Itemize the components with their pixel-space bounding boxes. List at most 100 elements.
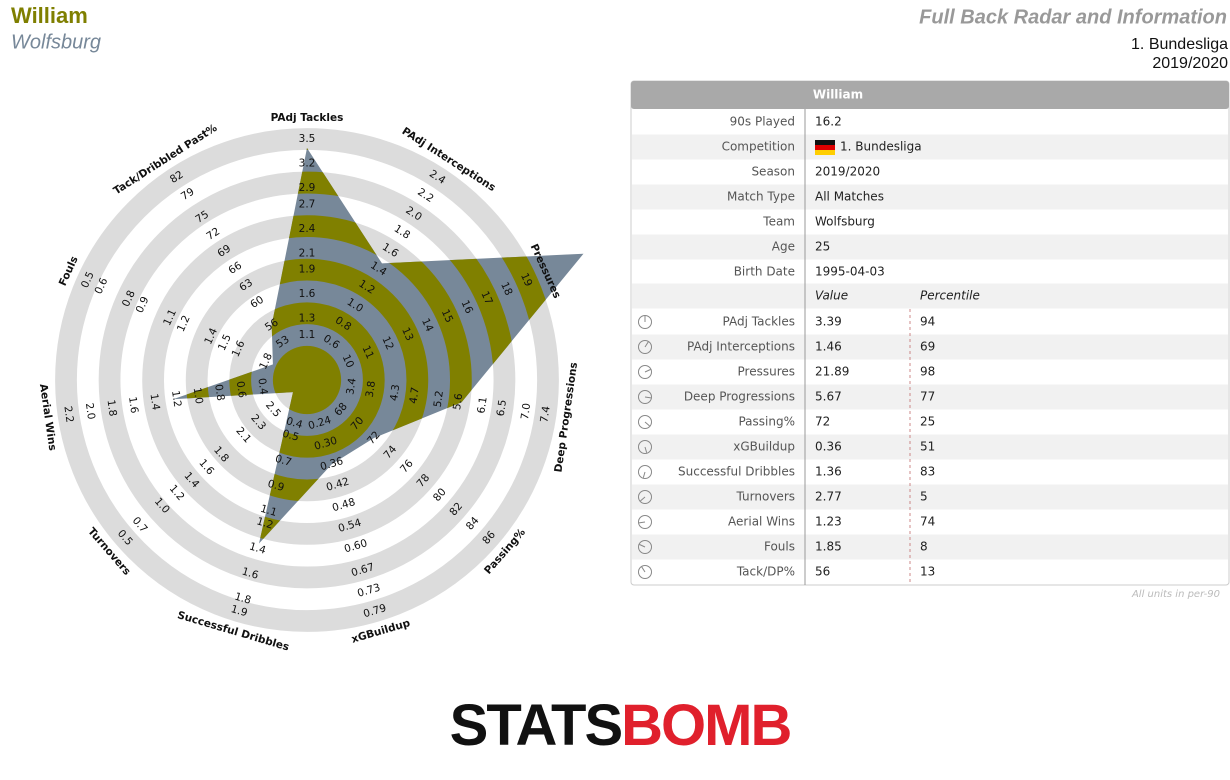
tick-label: 2.2 xyxy=(61,405,75,423)
stat-icon xyxy=(638,440,652,454)
stat-value: 1.36 xyxy=(815,465,842,479)
stat-percentile: 8 xyxy=(920,540,928,554)
tick-label: 1.0 xyxy=(191,387,205,405)
tick-label: 18 xyxy=(498,280,514,297)
stat-value: 3.39 xyxy=(815,315,842,329)
tick-label: 6.5 xyxy=(495,399,509,417)
tick-label: 2.9 xyxy=(299,182,316,194)
tick-label: 7.4 xyxy=(538,405,552,424)
table-title: William xyxy=(813,88,863,102)
stat-percentile: 98 xyxy=(920,365,935,379)
tick-label: 16 xyxy=(459,298,476,315)
tick-label: 10 xyxy=(340,353,356,370)
stat-icon-hand xyxy=(641,566,646,573)
stat-value: 1.23 xyxy=(815,515,842,529)
stat-icon xyxy=(638,315,652,329)
stat-label: PAdj Interceptions xyxy=(687,340,795,354)
tick-label: 7.0 xyxy=(519,402,533,420)
tick-label: 0.4 xyxy=(255,377,269,396)
stat-icon-hand xyxy=(640,496,646,502)
tick-label: 79 xyxy=(179,186,197,203)
row-label: Season xyxy=(751,165,795,179)
row-value: 1. Bundesliga xyxy=(840,140,922,154)
tick-label: 1.3 xyxy=(299,313,316,325)
stat-percentile: 25 xyxy=(920,415,935,429)
stat-value: 56 xyxy=(815,565,830,579)
tick-label: 1.8 xyxy=(392,223,413,242)
ring-band xyxy=(55,128,559,632)
row-band xyxy=(632,334,1228,360)
stat-label: Fouls xyxy=(764,540,795,554)
tick-label: 5.2 xyxy=(432,390,446,408)
stat-icon-hand xyxy=(639,544,646,548)
tick-label: 0.7 xyxy=(274,453,293,469)
tick-label: 0.60 xyxy=(343,537,369,555)
axis-label: Aerial Wins xyxy=(37,383,58,451)
row-label: Birth Date xyxy=(734,265,795,279)
tick-label: 0.4 xyxy=(285,415,305,431)
row-value: Wolfsburg xyxy=(815,215,875,229)
stat-percentile: 77 xyxy=(920,390,935,404)
stat-value: 21.89 xyxy=(815,365,849,379)
stat-label: xGBuildup xyxy=(733,440,795,454)
tick-label: 84 xyxy=(464,514,482,532)
tick-label: 72 xyxy=(204,225,222,242)
stat-label: Successful Dribbles xyxy=(678,465,795,479)
tick-label: 0.73 xyxy=(356,582,382,600)
stat-label: Aerial Wins xyxy=(728,515,795,529)
stat-icon xyxy=(638,390,652,404)
stat-icon-hand xyxy=(638,521,646,524)
tick-label: 1.4 xyxy=(248,540,268,556)
stat-value: 1.85 xyxy=(815,540,842,554)
stat-icon xyxy=(638,565,652,579)
stat-icon xyxy=(638,415,652,429)
tick-label: 1.2 xyxy=(255,515,274,531)
tick-label: 1.6 xyxy=(126,396,140,415)
stat-icon xyxy=(638,515,652,529)
stat-percentile: 83 xyxy=(920,465,935,479)
tick-label: 2.1 xyxy=(299,247,316,259)
row-band xyxy=(632,184,1228,210)
column-header: Percentile xyxy=(920,289,980,303)
tick-label: 4.3 xyxy=(388,384,402,402)
row-band xyxy=(632,134,1228,160)
tick-label: 1.2 xyxy=(169,390,183,408)
tick-label: 0.9 xyxy=(266,478,285,494)
tick-label: 1.6 xyxy=(240,565,260,581)
stat-value: 0.36 xyxy=(815,440,842,454)
axis-label: PAdj Tackles xyxy=(271,112,344,124)
tick-label: 80 xyxy=(431,486,449,504)
logo-part: BOMB xyxy=(621,693,790,758)
footnote: All units in per-90 xyxy=(1131,589,1220,600)
tick-label: 1.1 xyxy=(299,329,316,341)
page-title: Full Back Radar and Information xyxy=(919,6,1227,28)
row-label: Team xyxy=(762,215,795,229)
tick-label: 4.7 xyxy=(407,386,421,404)
stat-icon xyxy=(638,490,652,504)
tick-label: 3.2 xyxy=(299,158,316,170)
row-value: All Matches xyxy=(815,190,884,204)
row-value: 25 xyxy=(815,240,830,254)
stat-icon-hand xyxy=(644,369,651,373)
tick-label: 0.8 xyxy=(212,383,226,401)
team-name: Wolfsburg xyxy=(11,31,101,53)
tick-label: 0.5 xyxy=(281,428,300,444)
table-header xyxy=(631,81,1229,109)
tick-label: 3.8 xyxy=(364,380,378,398)
league: 1. Bundesliga xyxy=(1131,36,1228,53)
tick-label: 1.1 xyxy=(259,503,278,519)
stat-value: 72 xyxy=(815,415,830,429)
tick-label: 66 xyxy=(226,259,244,276)
tick-label: 0.48 xyxy=(331,496,357,514)
stat-label: Turnovers xyxy=(736,490,795,504)
stat-value: 5.67 xyxy=(815,390,842,404)
flag xyxy=(815,145,835,150)
tick-label: 2.2 xyxy=(415,186,436,205)
tick-label: 11 xyxy=(359,344,375,361)
stat-icon-hand xyxy=(644,421,650,427)
stat-label: Passing% xyxy=(738,415,795,429)
flag xyxy=(815,150,835,155)
tick-label: 0.6 xyxy=(234,380,248,399)
row-band xyxy=(632,234,1228,260)
